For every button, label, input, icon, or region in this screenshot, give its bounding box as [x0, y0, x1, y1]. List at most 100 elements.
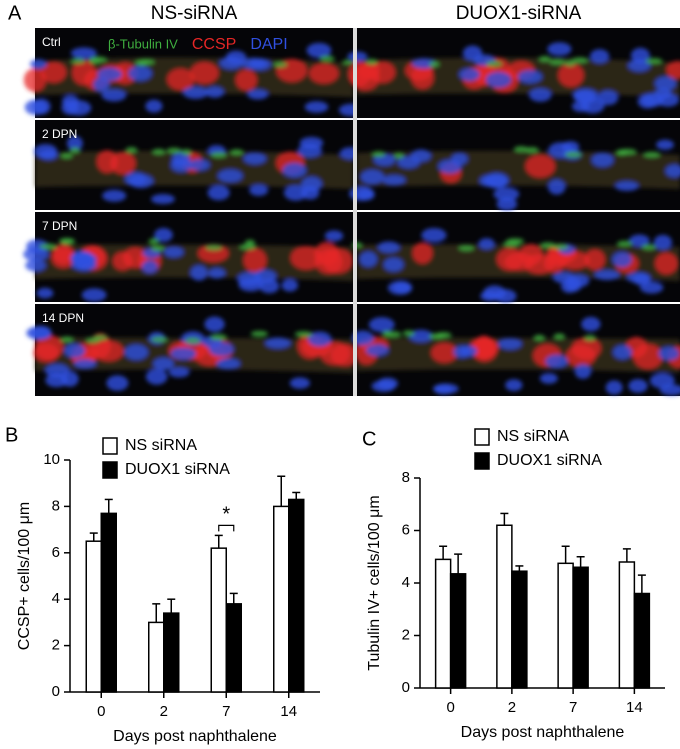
- ccsp-cell: [290, 245, 323, 270]
- nucleus: [75, 257, 94, 271]
- nucleus: [421, 228, 447, 243]
- nucleus: [659, 384, 680, 396]
- micrograph: [33, 120, 363, 210]
- nucleus: [324, 230, 344, 242]
- y-tick-label: 4: [402, 574, 410, 591]
- nucleus: [408, 329, 434, 343]
- nucleus: [73, 358, 97, 369]
- nucleus: [249, 184, 269, 196]
- nucleus: [539, 373, 558, 384]
- column-title: DUOX1-siRNA: [456, 3, 582, 24]
- cilia: [458, 245, 475, 252]
- cilia: [402, 330, 415, 337]
- bar: [273, 505, 290, 693]
- nucleus: [93, 77, 110, 92]
- cilia: [553, 333, 566, 340]
- y-axis-label: Tubulin IV+ cells/100 μm: [366, 495, 383, 670]
- x-tick-label: 2: [508, 699, 516, 716]
- ccsp-cell: [543, 253, 566, 273]
- nucleus: [498, 338, 523, 350]
- cilia: [60, 336, 74, 343]
- cilia: [88, 57, 101, 64]
- ccsp-cell: [23, 68, 47, 92]
- nucleus: [182, 86, 209, 99]
- ccsp-cell: [557, 63, 585, 88]
- cilia: [59, 238, 75, 245]
- ccsp-cell: [34, 334, 64, 360]
- ccsp-cell: [243, 248, 267, 273]
- nucleus: [29, 59, 47, 70]
- x-tick-label: 0: [97, 703, 105, 720]
- nucleus: [485, 71, 512, 88]
- nucleus: [36, 287, 54, 299]
- bar: [163, 612, 180, 693]
- stain-label: DAPI: [250, 36, 287, 53]
- cilia: [645, 58, 663, 65]
- cilia: [564, 60, 576, 67]
- bar: [557, 562, 574, 689]
- nucleus: [591, 152, 614, 168]
- nucleus: [371, 380, 396, 392]
- legend-label: DUOX1 siRNA: [125, 461, 230, 478]
- micrograph: [351, 304, 680, 396]
- y-tick-label: 0: [52, 683, 60, 700]
- bar: [225, 603, 242, 693]
- micrograph: [349, 120, 680, 211]
- cells: [349, 139, 680, 211]
- x-tick-label: 2: [160, 703, 168, 720]
- nucleus: [101, 89, 127, 102]
- ccsp-cell: [113, 62, 138, 85]
- nucleus: [581, 316, 601, 332]
- cilia: [125, 146, 138, 153]
- legend-label: NS siRNA: [497, 428, 569, 445]
- bar: [618, 561, 636, 689]
- cilia: [70, 57, 86, 64]
- ccsp-cell: [96, 150, 118, 174]
- panel-label: A: [8, 2, 22, 24]
- cilia: [205, 244, 223, 251]
- ccsp-cell: [51, 247, 76, 269]
- x-tick-label: 14: [626, 699, 643, 716]
- y-tick-label: 2: [402, 626, 410, 643]
- nucleus: [411, 58, 436, 69]
- nucleus: [561, 141, 580, 153]
- annotation: *: [222, 504, 230, 526]
- ccsp-cell: [412, 242, 433, 264]
- bar: [572, 566, 589, 689]
- x-tick-label: 7: [569, 699, 577, 716]
- nucleus: [397, 156, 421, 169]
- nucleus: [493, 187, 520, 202]
- cilia: [181, 149, 192, 156]
- y-tick-label: 8: [52, 497, 60, 514]
- cilia: [185, 337, 201, 344]
- nucleus: [189, 159, 211, 171]
- cilia: [250, 330, 268, 337]
- row-label: 7 DPN: [42, 219, 77, 233]
- cilia: [583, 334, 596, 341]
- nucleus: [496, 197, 518, 211]
- nucleus: [628, 378, 648, 393]
- nucleus: [589, 49, 610, 64]
- nucleus: [124, 344, 149, 361]
- ccsp-cell: [235, 69, 258, 91]
- cilia: [552, 243, 569, 250]
- nucleus: [70, 47, 97, 59]
- nucleus: [479, 174, 496, 187]
- cilia: [615, 149, 628, 156]
- ccsp-cell: [584, 249, 606, 271]
- nucleus: [97, 67, 123, 81]
- micrograph: [23, 28, 363, 118]
- nucleus: [528, 88, 552, 102]
- cilia: [393, 152, 405, 159]
- x-tick-label: 7: [222, 703, 230, 720]
- nucleus: [612, 251, 632, 268]
- ccsp-cell: [40, 61, 67, 83]
- cilia: [571, 57, 589, 64]
- nucleus: [238, 278, 263, 292]
- nucleus: [627, 59, 651, 72]
- cells: [33, 135, 363, 205]
- bar: [210, 547, 227, 693]
- row-label: Ctrl: [42, 35, 61, 49]
- nucleus: [572, 90, 595, 101]
